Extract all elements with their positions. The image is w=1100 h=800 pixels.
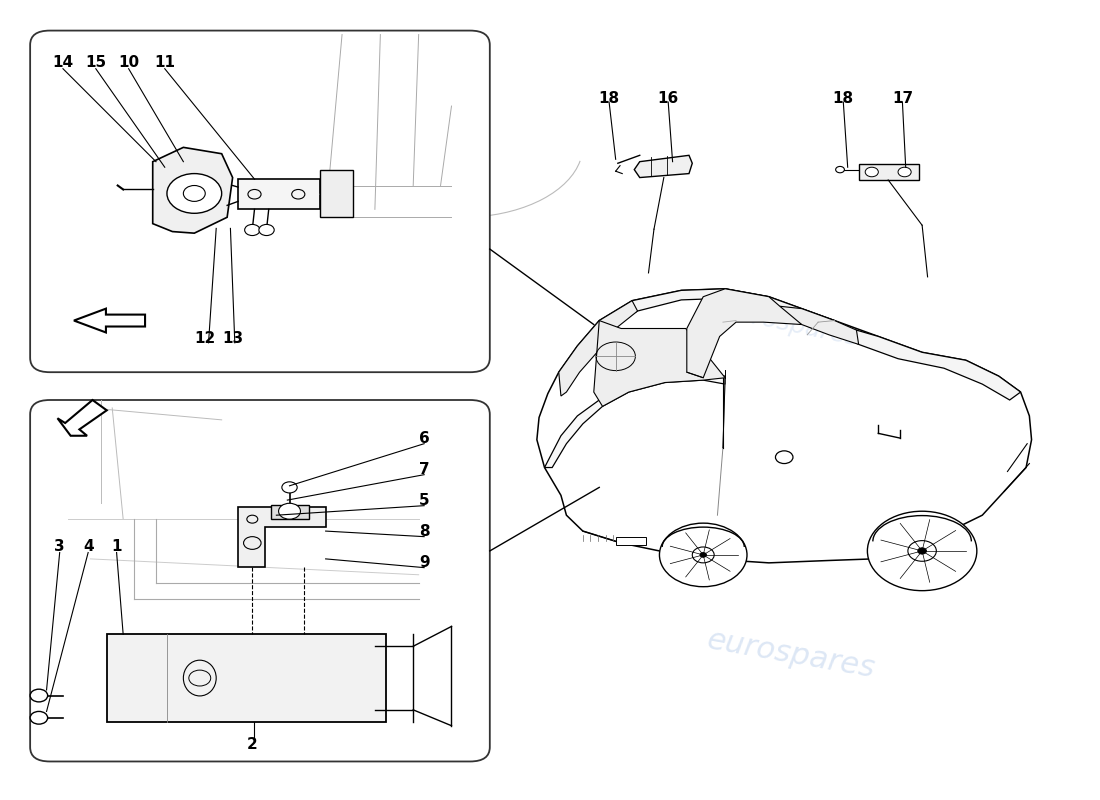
Text: 17: 17	[892, 90, 913, 106]
Text: eurospares: eurospares	[228, 298, 370, 350]
Circle shape	[898, 167, 911, 177]
Polygon shape	[594, 321, 725, 406]
Text: 13: 13	[222, 330, 243, 346]
Text: eurospares: eurospares	[704, 625, 877, 683]
Circle shape	[282, 482, 297, 493]
Circle shape	[30, 711, 47, 724]
Bar	[271, 505, 309, 519]
Text: 8: 8	[419, 523, 429, 538]
Text: 1: 1	[111, 539, 122, 554]
Polygon shape	[780, 306, 859, 344]
Text: 9: 9	[419, 554, 429, 570]
Bar	[107, 634, 386, 722]
Text: 4: 4	[82, 539, 94, 554]
Bar	[238, 179, 320, 210]
Polygon shape	[635, 155, 692, 178]
Text: 10: 10	[118, 55, 140, 70]
Text: 12: 12	[195, 330, 216, 346]
Text: 11: 11	[154, 55, 175, 70]
Circle shape	[866, 167, 878, 177]
Bar	[320, 170, 353, 218]
Circle shape	[917, 548, 926, 554]
Circle shape	[836, 166, 845, 173]
Text: 15: 15	[85, 55, 107, 70]
Polygon shape	[57, 400, 107, 436]
Circle shape	[700, 553, 706, 558]
Circle shape	[692, 547, 714, 563]
Polygon shape	[74, 309, 145, 333]
Circle shape	[184, 186, 206, 202]
Circle shape	[167, 174, 222, 214]
Polygon shape	[859, 164, 918, 180]
Polygon shape	[537, 289, 1032, 563]
Circle shape	[30, 689, 47, 702]
Circle shape	[244, 225, 260, 235]
Text: 16: 16	[658, 90, 679, 106]
Text: 5: 5	[419, 493, 429, 507]
Text: 6: 6	[419, 430, 429, 446]
Text: 2: 2	[246, 738, 257, 752]
Polygon shape	[835, 329, 1021, 400]
Text: 3: 3	[54, 539, 65, 554]
FancyBboxPatch shape	[30, 30, 489, 372]
Polygon shape	[600, 289, 835, 341]
Text: eurospares: eurospares	[720, 298, 861, 350]
Circle shape	[868, 511, 977, 590]
Circle shape	[659, 523, 747, 586]
Polygon shape	[238, 507, 326, 567]
Text: 7: 7	[419, 462, 429, 477]
Circle shape	[258, 225, 274, 235]
Circle shape	[278, 503, 300, 519]
Polygon shape	[559, 301, 638, 396]
Polygon shape	[686, 289, 802, 378]
Polygon shape	[544, 372, 725, 467]
Circle shape	[776, 451, 793, 463]
Polygon shape	[153, 147, 232, 233]
Text: 18: 18	[833, 90, 854, 106]
FancyBboxPatch shape	[30, 400, 489, 762]
Text: 14: 14	[53, 55, 74, 70]
Bar	[616, 537, 647, 545]
Text: 18: 18	[598, 90, 619, 106]
Circle shape	[908, 541, 936, 562]
